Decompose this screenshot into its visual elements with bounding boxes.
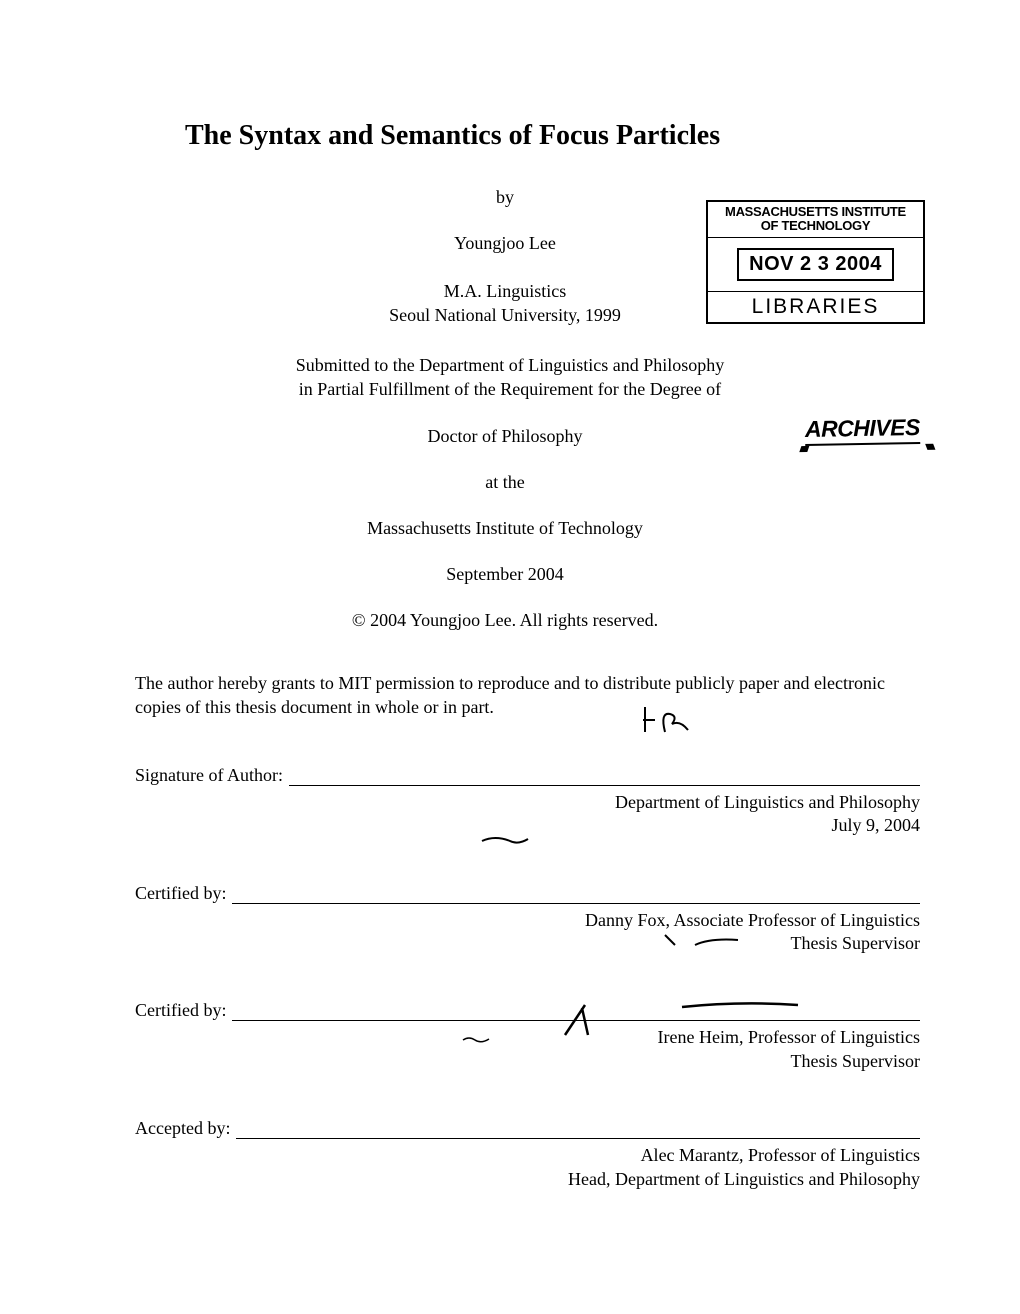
stamp-date: NOV 2 3 2004 bbox=[737, 248, 894, 281]
signature-mark-5 bbox=[461, 1035, 491, 1045]
signature-mark-2 bbox=[660, 930, 740, 948]
stamp-institution: MASSACHUSETTS INSTITUTE OF TECHNOLOGY bbox=[708, 202, 923, 238]
signature-author-detail: Department of Linguistics and Philosophy… bbox=[135, 791, 920, 838]
signature-author-block: Signature of Author: Department of Lingu… bbox=[135, 765, 920, 838]
permission-grant: The author hereby grants to MIT permissi… bbox=[135, 671, 920, 720]
signature-accepted-detail: Alec Marantz, Professor of Linguistics H… bbox=[135, 1144, 920, 1191]
signature-author-dept: Department of Linguistics and Philosophy bbox=[615, 792, 920, 812]
signature-accepted-role: Head, Department of Linguistics and Phil… bbox=[568, 1169, 920, 1189]
prev-degree-line1: M.A. Linguistics bbox=[444, 281, 567, 301]
signature-accepted-name: Alec Marantz, Professor of Linguistics bbox=[641, 1145, 920, 1165]
submitted-line2: in Partial Fulfillment of the Requiremen… bbox=[299, 379, 721, 399]
signature-mark-1 bbox=[480, 833, 530, 848]
submitted-line1: Submitted to the Department of Linguisti… bbox=[296, 355, 724, 375]
author-block: by Youngjoo Lee M.A. Linguistics Seoul N… bbox=[265, 187, 745, 328]
previous-degree: M.A. Linguistics Seoul National Universi… bbox=[265, 279, 745, 328]
signature-mark-4 bbox=[680, 999, 800, 1011]
thesis-date: September 2004 bbox=[265, 564, 745, 585]
signature-certified2-label: Certified by: bbox=[135, 1000, 226, 1021]
stamp-top-line1: MASSACHUSETTS INSTITUTE bbox=[725, 204, 906, 219]
prev-degree-line2: Seoul National University, 1999 bbox=[389, 305, 621, 325]
signature-certified1-name: Danny Fox, Associate Professor of Lingui… bbox=[585, 910, 920, 930]
signature-accepted-block: Accepted by: Alec Marantz, Professor of … bbox=[135, 1118, 920, 1191]
author-name: Youngjoo Lee bbox=[265, 233, 745, 254]
stamp-libraries: LIBRARIES bbox=[708, 291, 923, 322]
signature-certified1-block: Certified by: Danny Fox, Associate Profe… bbox=[135, 883, 920, 956]
signature-certified1-detail: Danny Fox, Associate Professor of Lingui… bbox=[135, 909, 920, 956]
copyright-notice: © 2004 Youngjoo Lee. All rights reserved… bbox=[265, 610, 745, 631]
signature-certified1-role: Thesis Supervisor bbox=[791, 933, 921, 953]
signature-mark-3 bbox=[560, 1000, 620, 1040]
signature-author-label: Signature of Author: bbox=[135, 765, 283, 786]
submitted-to: Submitted to the Department of Linguisti… bbox=[225, 353, 795, 402]
thesis-title: The Syntax and Semantics of Focus Partic… bbox=[185, 120, 920, 152]
signature-certified1-label: Certified by: bbox=[135, 883, 226, 904]
signature-accepted-label: Accepted by: bbox=[135, 1118, 230, 1139]
signature-line bbox=[289, 784, 920, 786]
library-stamp: MASSACHUSETTS INSTITUTE OF TECHNOLOGY NO… bbox=[706, 200, 925, 324]
archives-stamp: ARCHIVES bbox=[805, 414, 920, 446]
signature-line bbox=[232, 902, 920, 904]
stamp-top-line2: OF TECHNOLOGY bbox=[761, 218, 871, 233]
by-label: by bbox=[265, 187, 745, 208]
stamp-date-wrap: NOV 2 3 2004 bbox=[708, 238, 923, 291]
signature-certified2-detail: Irene Heim, Professor of Linguistics The… bbox=[135, 1026, 920, 1073]
signature-author-date: July 9, 2004 bbox=[831, 815, 920, 835]
signature-certified2-name: Irene Heim, Professor of Linguistics bbox=[658, 1027, 920, 1047]
signature-certified2-role: Thesis Supervisor bbox=[791, 1051, 921, 1071]
degree-name: Doctor of Philosophy bbox=[265, 426, 745, 447]
handwritten-initials bbox=[640, 702, 710, 742]
signature-certified2-block: Certified by: Irene Heim, Professor of L… bbox=[135, 1000, 920, 1073]
institution-name: Massachusetts Institute of Technology bbox=[265, 518, 745, 539]
signature-line bbox=[236, 1137, 920, 1139]
degree-block: Doctor of Philosophy at the Massachusett… bbox=[265, 426, 745, 631]
at-the: at the bbox=[265, 472, 745, 493]
